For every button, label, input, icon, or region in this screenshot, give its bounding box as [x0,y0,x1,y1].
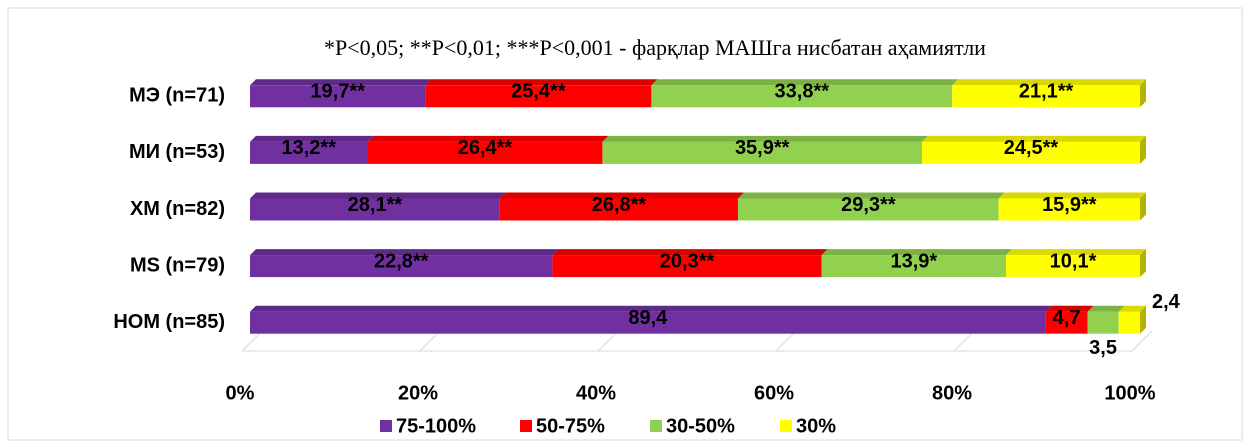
legend-label: 30-50% [666,415,735,437]
bar [1118,311,1140,334]
value-label: 24,5** [1004,137,1059,159]
value-label: 19,7** [310,81,365,103]
bar [250,311,1046,334]
bar [250,85,426,108]
grid-line [953,330,975,352]
bar [738,198,999,221]
grid-line [241,330,263,352]
bar [921,141,1140,164]
bar-side [1140,79,1146,108]
legend-swatch [650,420,662,432]
value-label: 20,3** [660,250,715,272]
legend-label: 30% [796,415,836,437]
bar [1006,255,1140,278]
y-tick-label: ХМ (n=82) [130,198,225,220]
legend-label: 75-100% [396,415,476,437]
bar-top [499,192,745,199]
bar-top [1045,305,1094,312]
legend-swatch [380,420,392,432]
bar [250,141,368,164]
bar [367,141,603,164]
bar [552,255,822,278]
x-tick-label: 100% [1104,382,1155,404]
legend-swatch [520,420,532,432]
value-label: 22,8** [374,250,429,272]
value-label: 4,7 [1053,307,1081,329]
bar [952,85,1140,108]
bar-top [1006,249,1146,256]
bar [998,198,1140,221]
bar-top [425,79,658,86]
bar-top [250,305,1052,312]
value-label: 26,4** [458,137,513,159]
bar-top [250,192,506,199]
y-tick-label: MS (n=79) [130,254,225,276]
grid-line [1131,330,1153,352]
bar [250,255,553,278]
bar [499,198,739,221]
value-label: 15,9** [1042,194,1097,216]
bar-side [1140,192,1146,221]
x-tick-label: 60% [754,382,794,404]
bar-side [1140,135,1146,164]
value-label: 21,1** [1019,81,1074,103]
bar-top [998,192,1146,199]
value-label: 13,2** [281,137,336,159]
value-label: 33,8** [775,81,830,103]
bar-top [1118,305,1146,312]
chart-border [7,7,1243,441]
bar [1087,311,1119,334]
value-label: 2,4 [1152,291,1181,313]
value-label: 3,5 [1089,337,1117,359]
x-tick-label: 0% [226,382,255,404]
bar [1045,311,1088,334]
bar [425,85,652,108]
bar-top [602,135,928,142]
value-label: 13,9* [890,250,937,272]
bar-side [1140,249,1146,278]
value-label: 25,4** [511,81,566,103]
bar-top [367,135,609,142]
bar [821,255,1007,278]
value-label: 10,1* [1050,250,1097,272]
bar-top [250,79,432,86]
value-label: 29,3** [841,194,896,216]
bar-top [921,135,1146,142]
grid-line [419,330,441,352]
grid-line [597,330,619,352]
grid-line [775,330,797,352]
value-label: 35,9** [735,137,790,159]
bar-top [952,79,1146,86]
bar-top [250,135,374,142]
x-tick-label: 40% [576,382,616,404]
legend-label: 50-75% [536,415,605,437]
bar [250,198,500,221]
bar [651,85,953,108]
bar-top [738,192,1005,199]
bar-top [1087,305,1125,312]
x-tick-label: 80% [932,382,972,404]
y-tick-label: НОМ (n=85) [113,311,225,333]
bar [602,141,922,164]
x-tick-label: 20% [398,382,438,404]
legend-swatch [780,420,792,432]
bar-side [1140,305,1146,334]
bar-top [552,249,828,256]
value-label: 26,8** [592,194,647,216]
y-tick-label: МЭ (n=71) [129,85,225,107]
annotation: *P<0,05; **P<0,01; ***P<0,001 - фарқлар … [324,35,986,60]
value-label: 89,4 [628,307,668,329]
value-label: 28,1** [348,194,403,216]
bar-top [651,79,959,86]
bar-top [250,249,559,256]
bar-top [821,249,1013,256]
y-tick-label: МИ (n=53) [129,141,225,163]
